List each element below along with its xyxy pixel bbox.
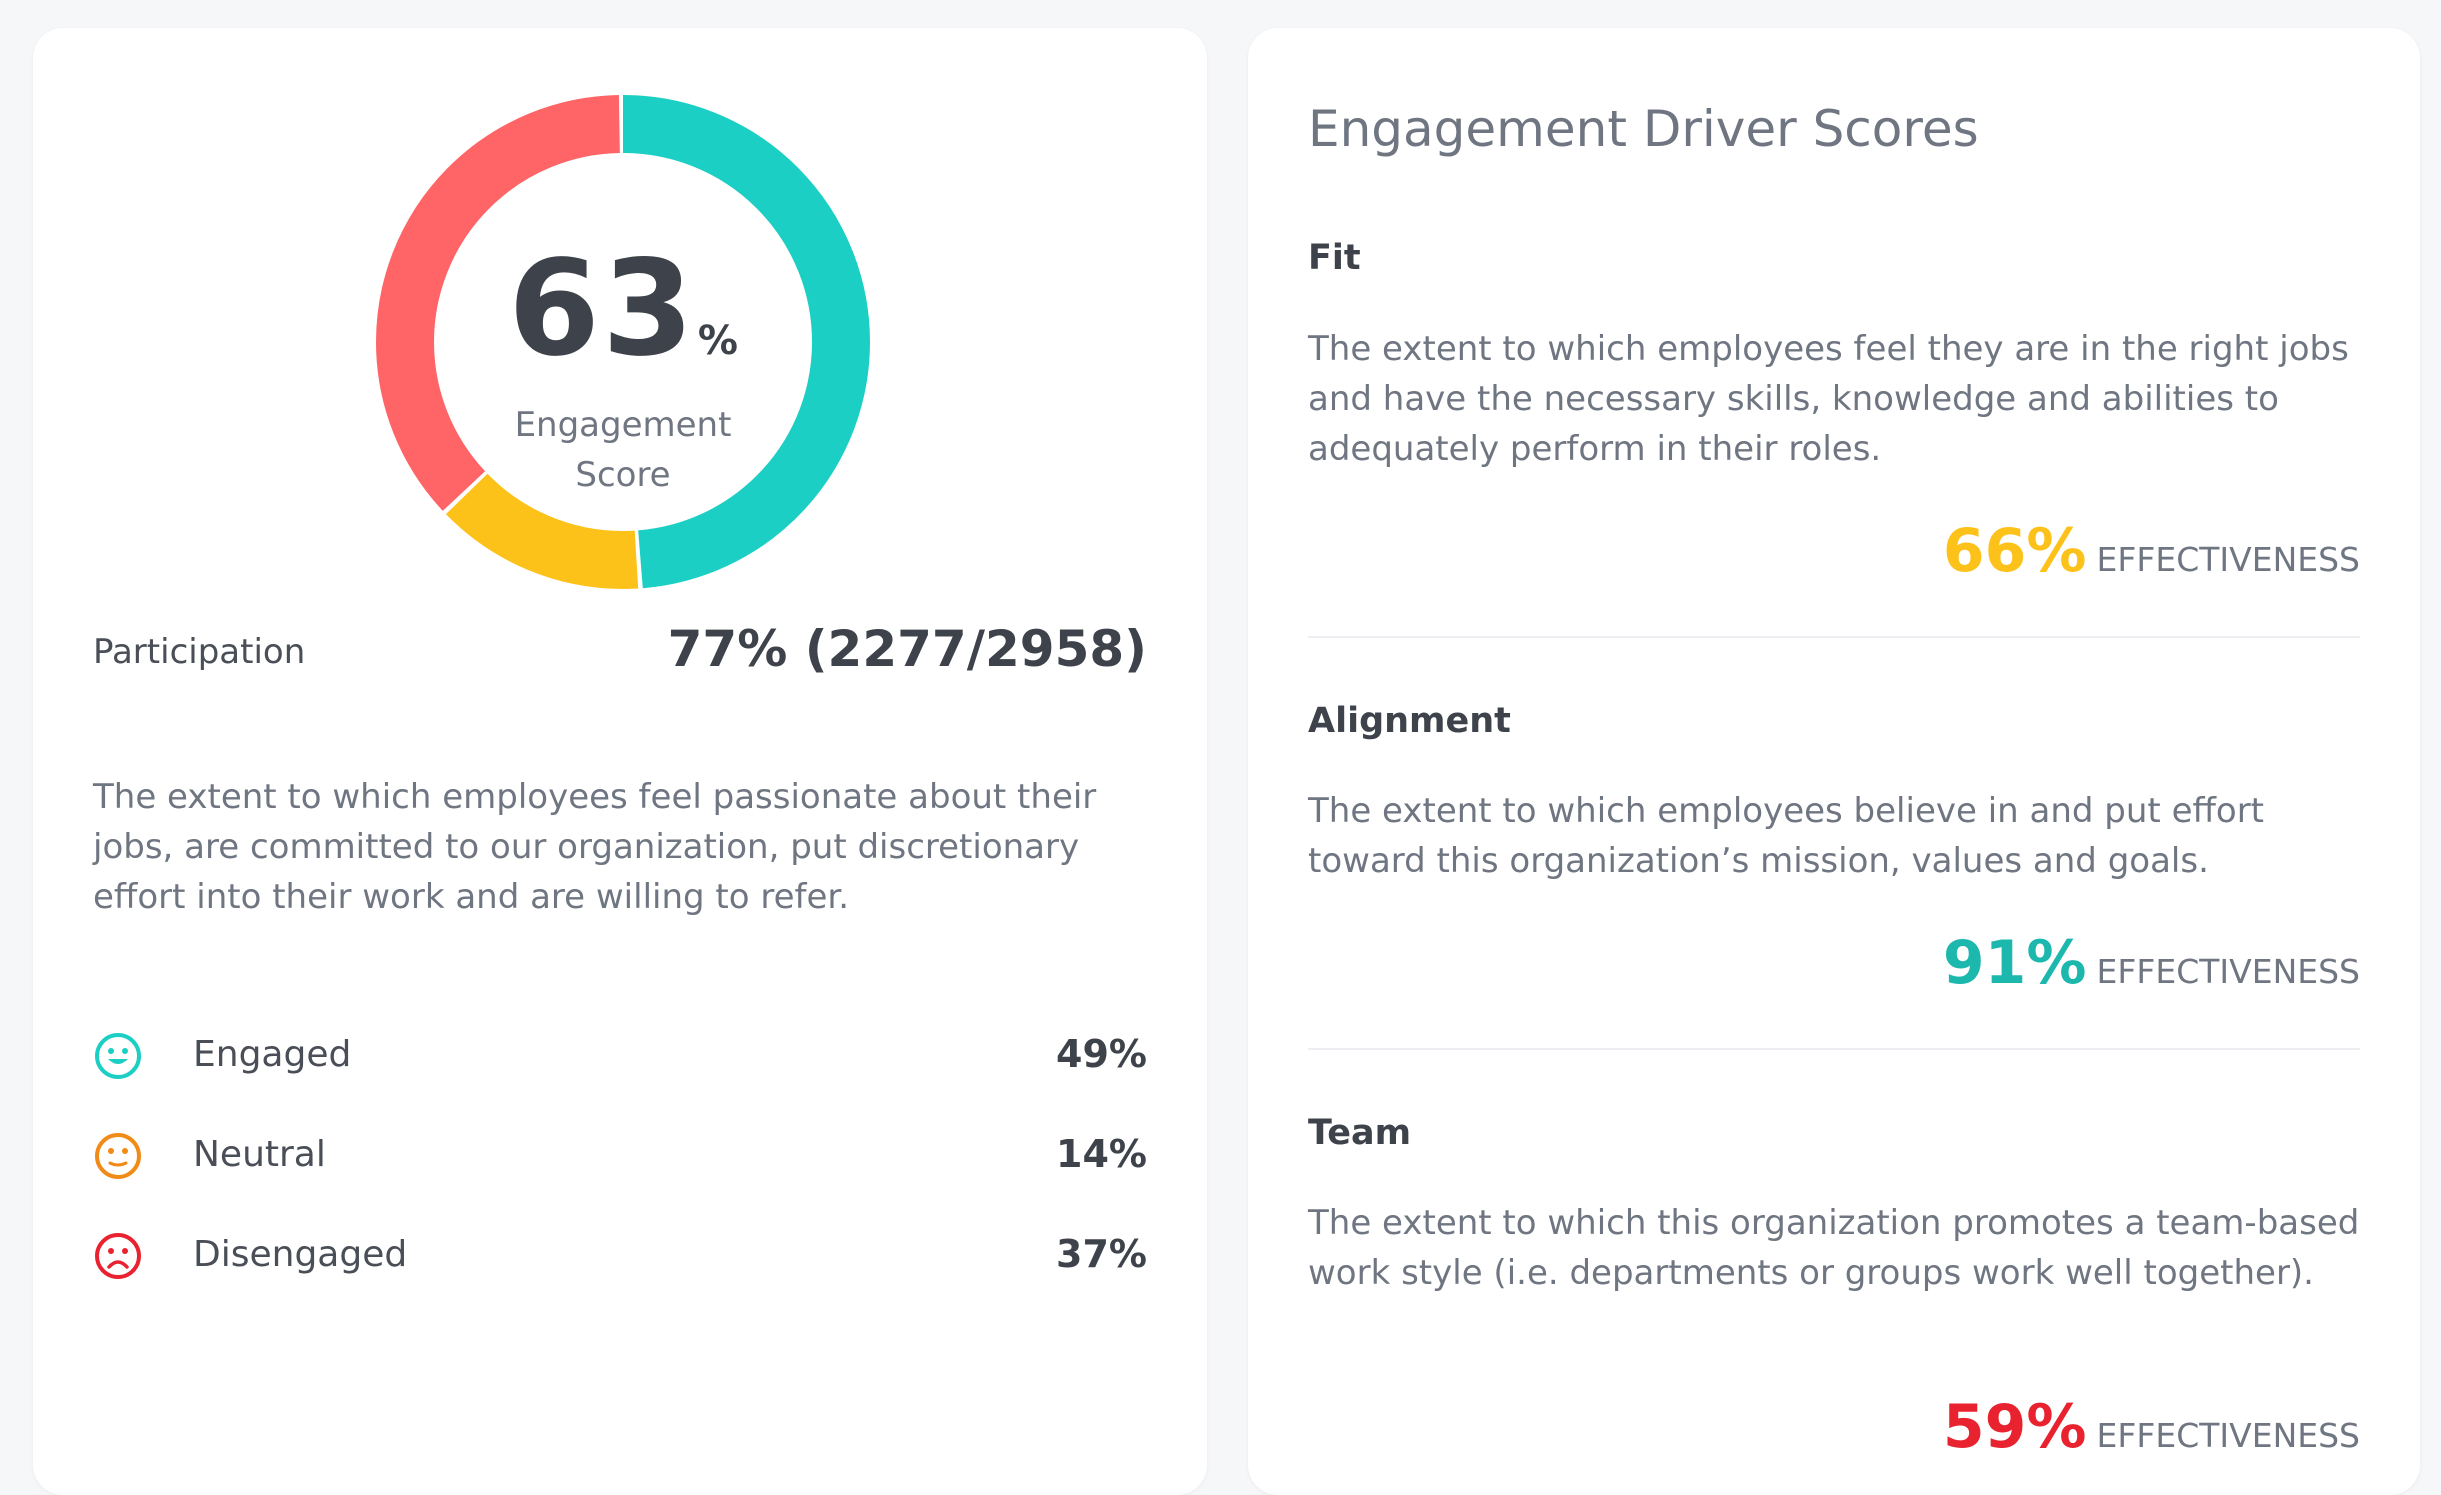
breakdown-row-engaged: Engaged 49% <box>93 1026 1147 1086</box>
driver-score-alignment: 91% <box>1942 928 2087 998</box>
breakdown-value: 37% <box>1056 1232 1147 1276</box>
breakdown-row-disengaged: Disengaged 37% <box>93 1226 1147 1286</box>
driver-name-team: Team <box>1308 1113 1412 1153</box>
driver-effectiveness-alignment: 91% EFFECTIVENESS <box>1943 928 2360 998</box>
donut-svg <box>376 95 870 589</box>
donut-segment-disengaged <box>376 95 870 589</box>
divider <box>1308 1048 2360 1050</box>
driver-description-fit: The extent to which employees feel they … <box>1308 329 2349 469</box>
effectiveness-label: EFFECTIVENESS <box>2096 1416 2360 1455</box>
breakdown-label: Disengaged <box>193 1234 408 1275</box>
engagement-score-label: Engagement Score <box>514 405 732 495</box>
driver-description-alignment: The extent to which employees believe in… <box>1308 791 2265 881</box>
neutral-face-icon <box>95 1133 141 1179</box>
breakdown-label: Engaged <box>193 1034 352 1075</box>
driver-effectiveness-fit: 66% EFFECTIVENESS <box>1943 516 2360 586</box>
driver-score-fit: 66% <box>1942 516 2087 586</box>
driver-name-fit: Fit <box>1308 238 1361 278</box>
engagement-score-card: 63% Engagement Score Participation 77% (… <box>33 28 1207 1495</box>
engagement-score-unit: % <box>697 318 738 364</box>
donut-segment-neutral <box>376 95 870 589</box>
engagement-score-value: 63 <box>508 232 696 386</box>
driver-name-alignment: Alignment <box>1308 701 1511 741</box>
driver-effectiveness-team: 59% EFFECTIVENESS <box>1943 1392 2360 1462</box>
breakdown-label: Neutral <box>193 1134 326 1175</box>
effectiveness-label: EFFECTIVENESS <box>2096 540 2360 579</box>
participation-value: 77% (2277/2958) <box>667 620 1147 678</box>
driver-description-team: The extent to which this organization pr… <box>1308 1203 2360 1293</box>
engagement-donut-chart: 63% Engagement Score <box>373 92 873 592</box>
driver-score-team: 59% <box>1942 1392 2087 1462</box>
breakdown-value: 14% <box>1056 1132 1147 1176</box>
sad-face-icon <box>95 1233 141 1279</box>
breakdown-row-neutral: Neutral 14% <box>93 1126 1147 1186</box>
happy-face-icon <box>95 1033 141 1079</box>
effectiveness-label: EFFECTIVENESS <box>2096 952 2360 991</box>
participation-label: Participation <box>93 632 306 672</box>
driver-scores-title: Engagement Driver Scores <box>1308 100 1979 158</box>
divider <box>1308 636 2360 638</box>
breakdown-value: 49% <box>1056 1032 1147 1076</box>
donut-segment-engaged <box>376 95 870 589</box>
engagement-description: The extent to which employees feel passi… <box>93 777 1097 917</box>
driver-scores-card: Engagement Driver Scores Fit The extent … <box>1248 28 2420 1495</box>
